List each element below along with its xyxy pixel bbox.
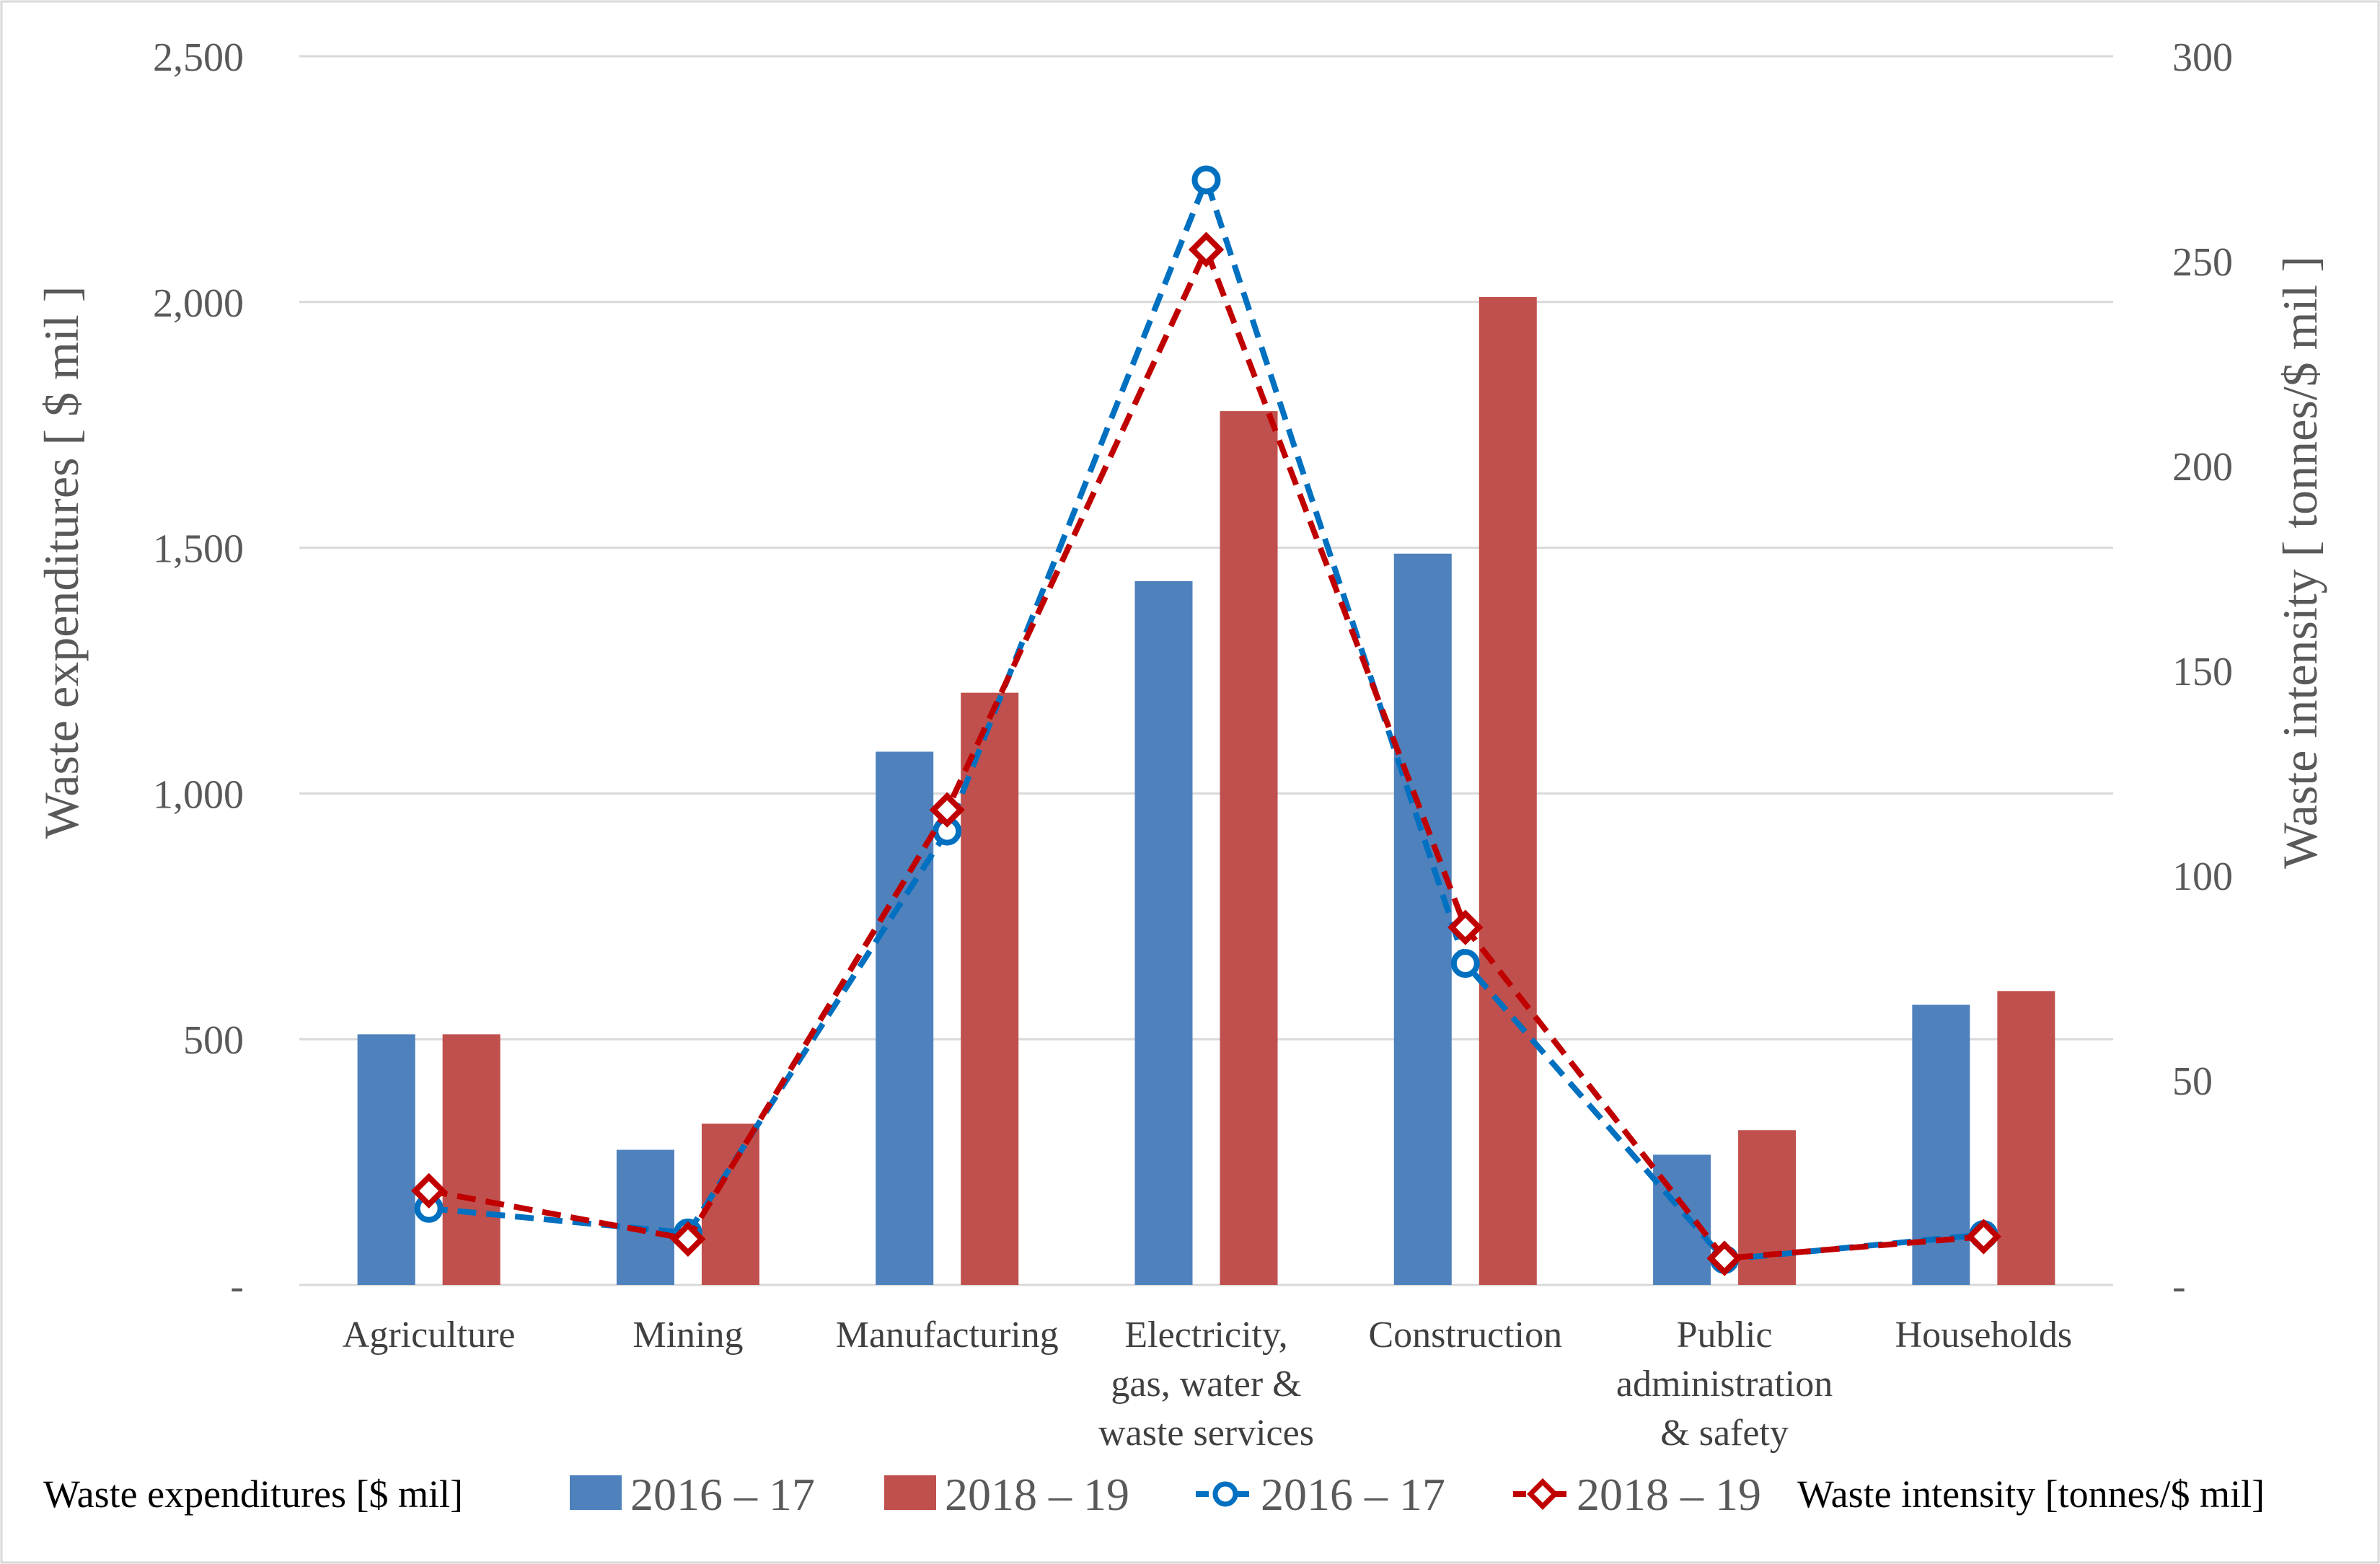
bar <box>1478 296 1537 1285</box>
right-tick-label: 100 <box>2172 854 2233 899</box>
right-tick-label: 300 <box>2172 35 2233 80</box>
legend-marker <box>1212 1481 1238 1507</box>
legend-group-label: Waste intensity [tonnes/$ mil] <box>1797 1472 2265 1516</box>
right-axis-title: Waste intensity [ tonnes/$ mil ] <box>2273 256 2327 869</box>
category-label: Construction <box>1368 1315 1562 1356</box>
point-marker <box>670 1221 706 1258</box>
right-tick-label: 250 <box>2172 240 2233 285</box>
bar <box>1393 553 1452 1285</box>
bar <box>961 692 1019 1285</box>
point-marker <box>1706 1240 1742 1276</box>
point-marker <box>929 792 965 828</box>
category-label: Mining <box>633 1315 743 1356</box>
point-marker <box>410 1172 447 1209</box>
right-axis-ticks: - 50 100 150 200 250 300 <box>2172 35 2233 1309</box>
left-tick-label: 2,500 <box>153 35 244 80</box>
lines <box>410 165 2002 1276</box>
bar <box>616 1149 674 1285</box>
bar <box>1220 411 1278 1285</box>
category-label: Households <box>1895 1315 2073 1356</box>
category-label: Manufacturing <box>836 1315 1059 1356</box>
bar <box>1997 991 2055 1285</box>
point-marker <box>1450 949 1480 978</box>
legend: Waste expenditures [$ mil] 2016 – 17 2018 … <box>43 1469 2265 1520</box>
left-axis-ticks: - 500 1,000 1,500 2,000 2,500 <box>153 35 244 1309</box>
legend-group-label: Waste expenditures [$ mil] <box>43 1472 463 1516</box>
category-label: gas, water & <box>1111 1364 1301 1405</box>
legend-marker <box>1527 1478 1559 1510</box>
bar <box>1738 1130 1797 1285</box>
left-tick-label: 2,000 <box>153 281 244 326</box>
category-labels: Agriculture Mining Manufacturing Electricit… <box>343 1315 2072 1454</box>
category-label: Agriculture <box>343 1315 516 1356</box>
legend-entry-label: 2016 – 17 <box>1261 1469 1445 1520</box>
category-label: Public <box>1677 1315 1773 1356</box>
legend-entry-label: 2018 – 19 <box>945 1469 1129 1520</box>
legend-swatch <box>570 1475 622 1510</box>
category-label: & safety <box>1660 1413 1789 1454</box>
left-tick-label: 1,000 <box>153 772 244 817</box>
point-marker <box>1188 231 1225 268</box>
bar <box>442 1034 501 1285</box>
right-tick-label: - <box>2172 1264 2186 1309</box>
left-axis-title: Waste expenditures [ $ mil ] <box>34 286 89 839</box>
legend-entry-label: 2016 – 17 <box>630 1469 815 1520</box>
right-tick-label: 150 <box>2172 650 2233 694</box>
right-tick-label: 50 <box>2172 1059 2213 1104</box>
left-tick-label: - <box>230 1264 244 1309</box>
category-label: Electricity, <box>1124 1315 1287 1356</box>
legend-swatch <box>884 1475 936 1510</box>
bar <box>357 1034 415 1285</box>
left-tick-label: 500 <box>183 1018 244 1063</box>
bar <box>1134 580 1193 1285</box>
left-tick-label: 1,500 <box>153 527 244 572</box>
point-marker <box>1447 909 1484 945</box>
gridlines <box>299 55 2113 1286</box>
point-marker <box>1965 1219 2002 1255</box>
bar <box>876 751 934 1285</box>
right-tick-label: 200 <box>2172 445 2233 490</box>
point-marker <box>1191 165 1221 195</box>
legend-entry-label: 2018 – 19 <box>1577 1469 1761 1520</box>
category-label: administration <box>1616 1364 1833 1405</box>
category-label: waste services <box>1098 1413 1314 1454</box>
